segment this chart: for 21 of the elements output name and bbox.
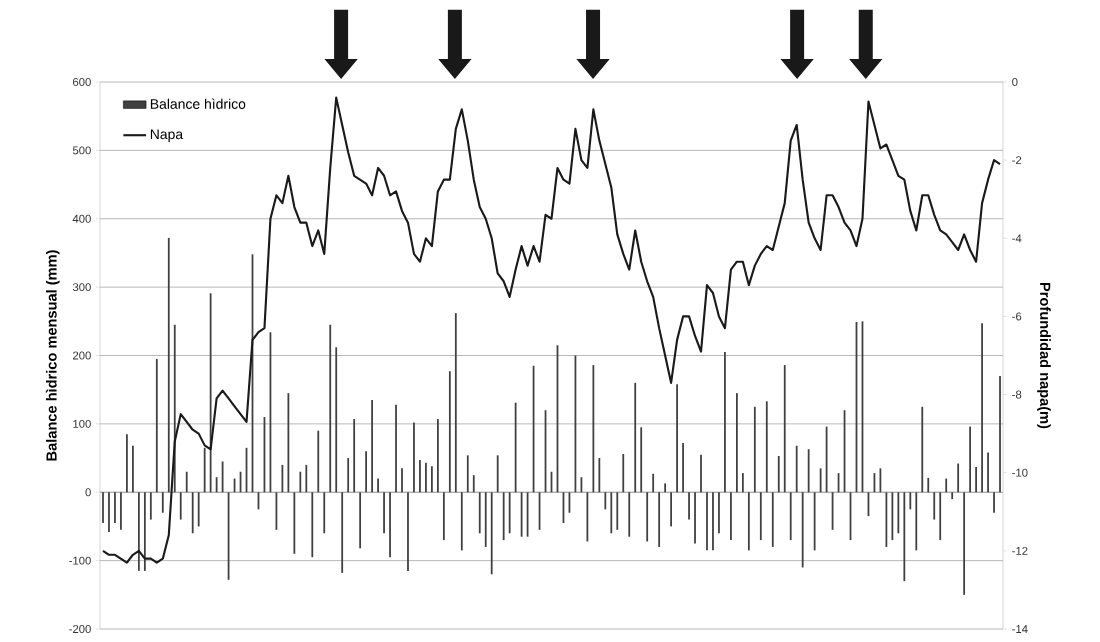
y-tick-label: 500: [72, 146, 91, 155]
y2-tick-label: -8: [1012, 390, 1022, 399]
y-tick-label: 300: [72, 283, 91, 292]
y-tick-label: 100: [73, 419, 91, 428]
y2-tick-label: -6: [1012, 312, 1022, 321]
y-tick-label: 600: [73, 78, 91, 86]
legend-label: Napa: [150, 129, 184, 142]
y-tick-label: -200: [69, 625, 91, 633]
y2-tick-label: -2: [1012, 156, 1022, 165]
y-tick-label: 0: [85, 488, 91, 497]
y2-tick-label: 0: [1012, 78, 1018, 86]
y-tick-label: 400: [72, 214, 91, 223]
y2-tick-label: -12: [1012, 546, 1028, 555]
y-axis-title: Balance hìdrico mensual (mm): [45, 250, 60, 461]
y-tick-label: 200: [73, 351, 91, 360]
y2-axis-title: Profundidad napa(m): [1037, 283, 1051, 429]
y2-tick-label: -14: [1012, 625, 1028, 633]
y-tick-label: -100: [69, 556, 91, 565]
y2-tick-label: -4: [1012, 234, 1022, 243]
legend-label: Balance hìdrico: [150, 98, 246, 109]
y2-tick-label: -10: [1012, 468, 1028, 477]
